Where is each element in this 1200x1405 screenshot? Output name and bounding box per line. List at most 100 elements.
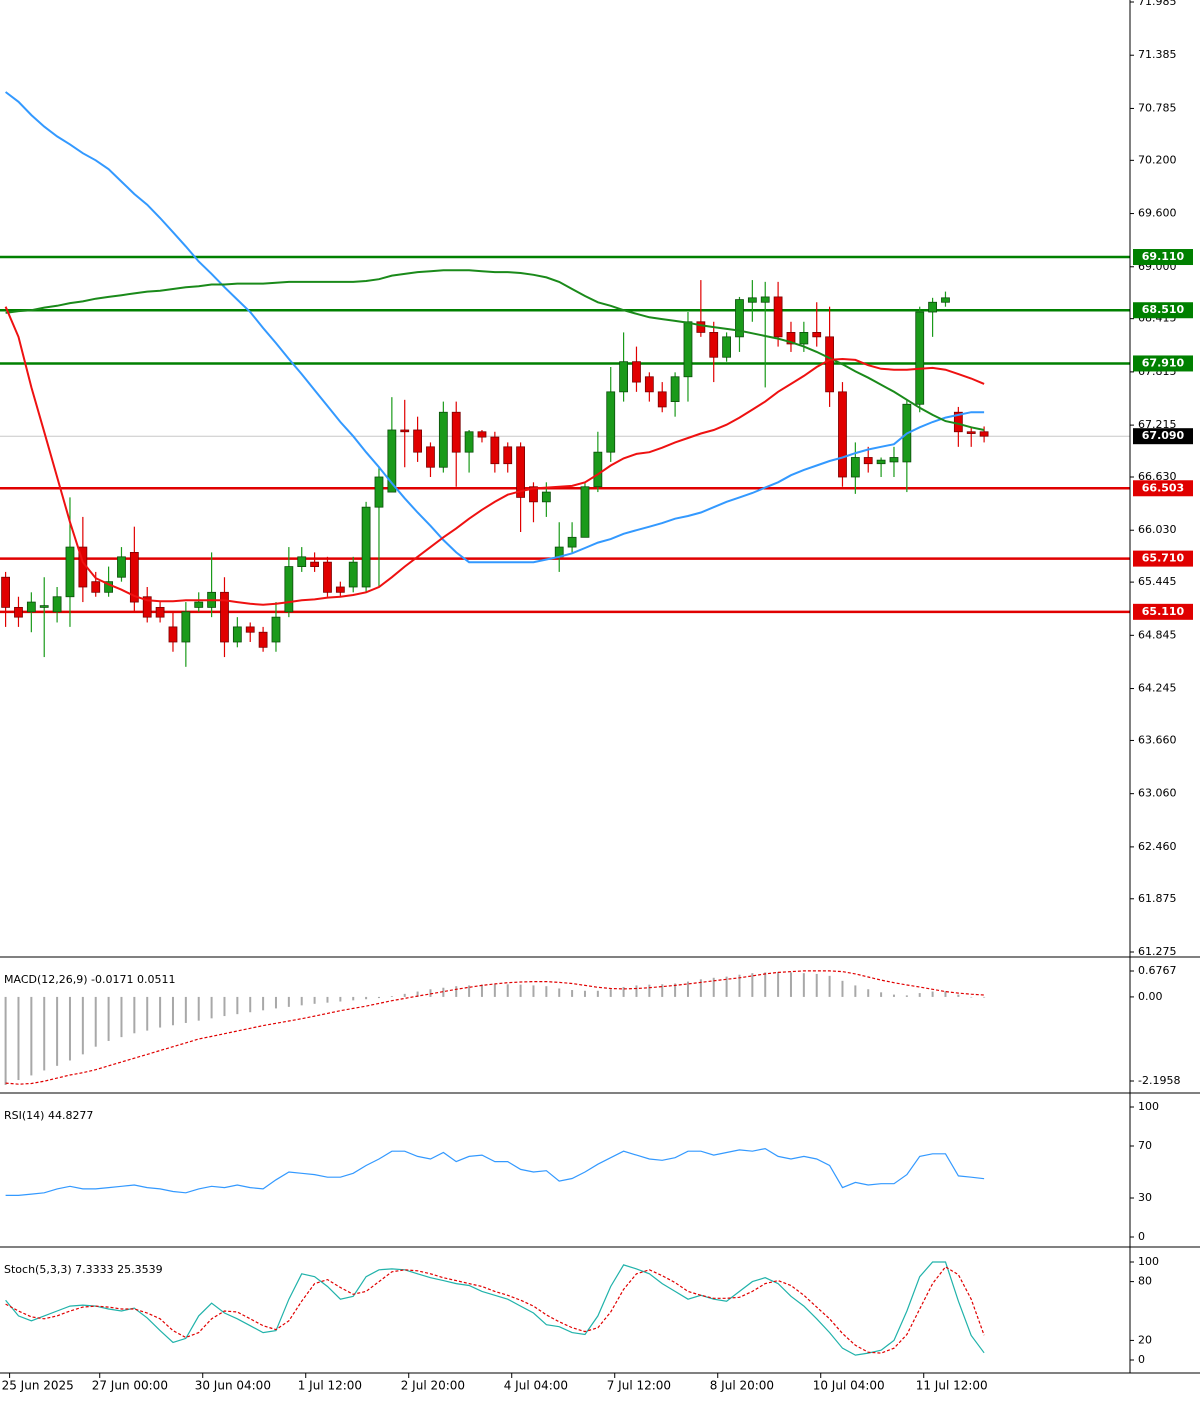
candle-body: [876, 459, 886, 465]
candle-body: [657, 391, 667, 408]
macd-bar: [159, 996, 162, 1028]
macd-bar: [712, 977, 715, 997]
candle-body: [451, 411, 461, 453]
macd-bar: [236, 996, 239, 1015]
candle-body: [348, 561, 358, 588]
y-tick-label: 0: [1138, 1230, 1145, 1243]
macd-bar: [648, 984, 651, 997]
macd-bar: [94, 996, 97, 1047]
y-tick-label: 67.215: [1138, 418, 1177, 431]
macd-bar: [957, 994, 960, 997]
macd-bar: [983, 996, 986, 998]
candle-body: [477, 431, 487, 438]
y-tick-label: 64.245: [1138, 682, 1177, 695]
macd-bar: [931, 991, 934, 997]
macd-bar: [365, 996, 368, 1000]
macd-bar: [493, 984, 496, 997]
candle-body: [683, 321, 693, 378]
candle-body: [91, 581, 101, 593]
macd-bar: [905, 995, 908, 997]
candle-body: [503, 446, 513, 465]
x-tick-label: 30 Jun 04:00: [195, 1379, 271, 1393]
candle-body: [747, 297, 757, 303]
candle-body: [387, 429, 397, 493]
candle-body: [374, 476, 384, 508]
macd-bar: [377, 996, 380, 999]
macd-bar: [313, 996, 316, 1004]
level-label-box: [1133, 355, 1193, 372]
y-tick-label: 0.6767: [1138, 964, 1177, 977]
y-tick-label: 61.875: [1138, 892, 1177, 905]
macd-bar: [107, 996, 110, 1041]
macd-bar: [133, 996, 136, 1034]
macd-bar: [918, 993, 921, 997]
macd-bar: [944, 991, 947, 997]
candle-body: [786, 332, 796, 345]
x-tick-label: 2 Jul 20:00: [401, 1379, 465, 1393]
y-tick-label: 71.985: [1138, 0, 1177, 8]
indicator-line: [5, 970, 985, 1085]
macd-bar: [892, 994, 895, 997]
candle-body: [117, 556, 126, 578]
data-layer: [0, 91, 1130, 1356]
candle-body: [155, 606, 165, 618]
y-tick-label: 0: [1138, 1353, 1145, 1366]
candle-body: [426, 446, 435, 468]
candle-body: [632, 361, 641, 383]
macd-bar: [519, 984, 522, 997]
macd-bar: [854, 985, 857, 997]
candle-body: [361, 506, 371, 588]
macd-bar: [738, 974, 741, 997]
macd-bar: [352, 996, 355, 1001]
candle-body: [529, 486, 538, 503]
macd-bar: [609, 989, 612, 997]
macd-bar: [249, 996, 252, 1013]
macd-bar: [828, 975, 831, 997]
y-tick-label: 63.060: [1138, 787, 1177, 800]
macd-bar: [210, 996, 213, 1019]
candle-body: [619, 361, 628, 393]
y-tick-label: 100: [1138, 1100, 1159, 1113]
candle-body: [593, 451, 603, 488]
candle-body: [335, 586, 345, 593]
candle-body: [606, 391, 616, 453]
candle-body: [850, 457, 860, 478]
macd-bar: [764, 972, 767, 997]
macd-bar: [480, 984, 483, 997]
panel-title: Stoch(5,3,3) 7.3333 25.3539: [4, 1263, 163, 1276]
indicator-line: [5, 1261, 985, 1356]
candle-body: [838, 391, 847, 478]
candle-body: [413, 429, 423, 453]
frames: [0, 0, 1200, 1374]
macd-bar: [789, 972, 792, 997]
y-tick-label: 80: [1138, 1275, 1152, 1288]
macd-bar: [390, 996, 393, 997]
level-label: 65.110: [1142, 605, 1185, 618]
macd-bar: [326, 996, 329, 1003]
candle-body: [722, 336, 731, 358]
y-tick-label: 69.600: [1138, 207, 1177, 220]
candle-body: [297, 556, 307, 567]
macd-bar: [68, 996, 71, 1061]
last-price-box: [1133, 428, 1193, 445]
candle-body: [181, 611, 191, 643]
macd-bar: [725, 976, 728, 997]
macd-bar: [455, 986, 458, 997]
level-label-box: [1133, 603, 1193, 620]
candle-body: [709, 332, 719, 358]
indicator-line: [5, 269, 985, 431]
macd-bar: [841, 980, 844, 997]
macd-bar: [661, 984, 664, 997]
x-tick-label: 1 Jul 12:00: [298, 1379, 362, 1393]
macd-bar: [274, 996, 277, 1009]
candle-body: [490, 436, 500, 465]
candle-body: [812, 332, 822, 338]
macd-bar: [223, 996, 226, 1017]
macd-bar: [674, 983, 677, 997]
y-tick-label: 70: [1138, 1139, 1152, 1152]
level-label: 67.910: [1142, 356, 1185, 369]
macd-bar: [596, 990, 599, 997]
candle-body: [541, 491, 551, 503]
x-tick-label: 11 Jul 12:00: [916, 1379, 988, 1393]
